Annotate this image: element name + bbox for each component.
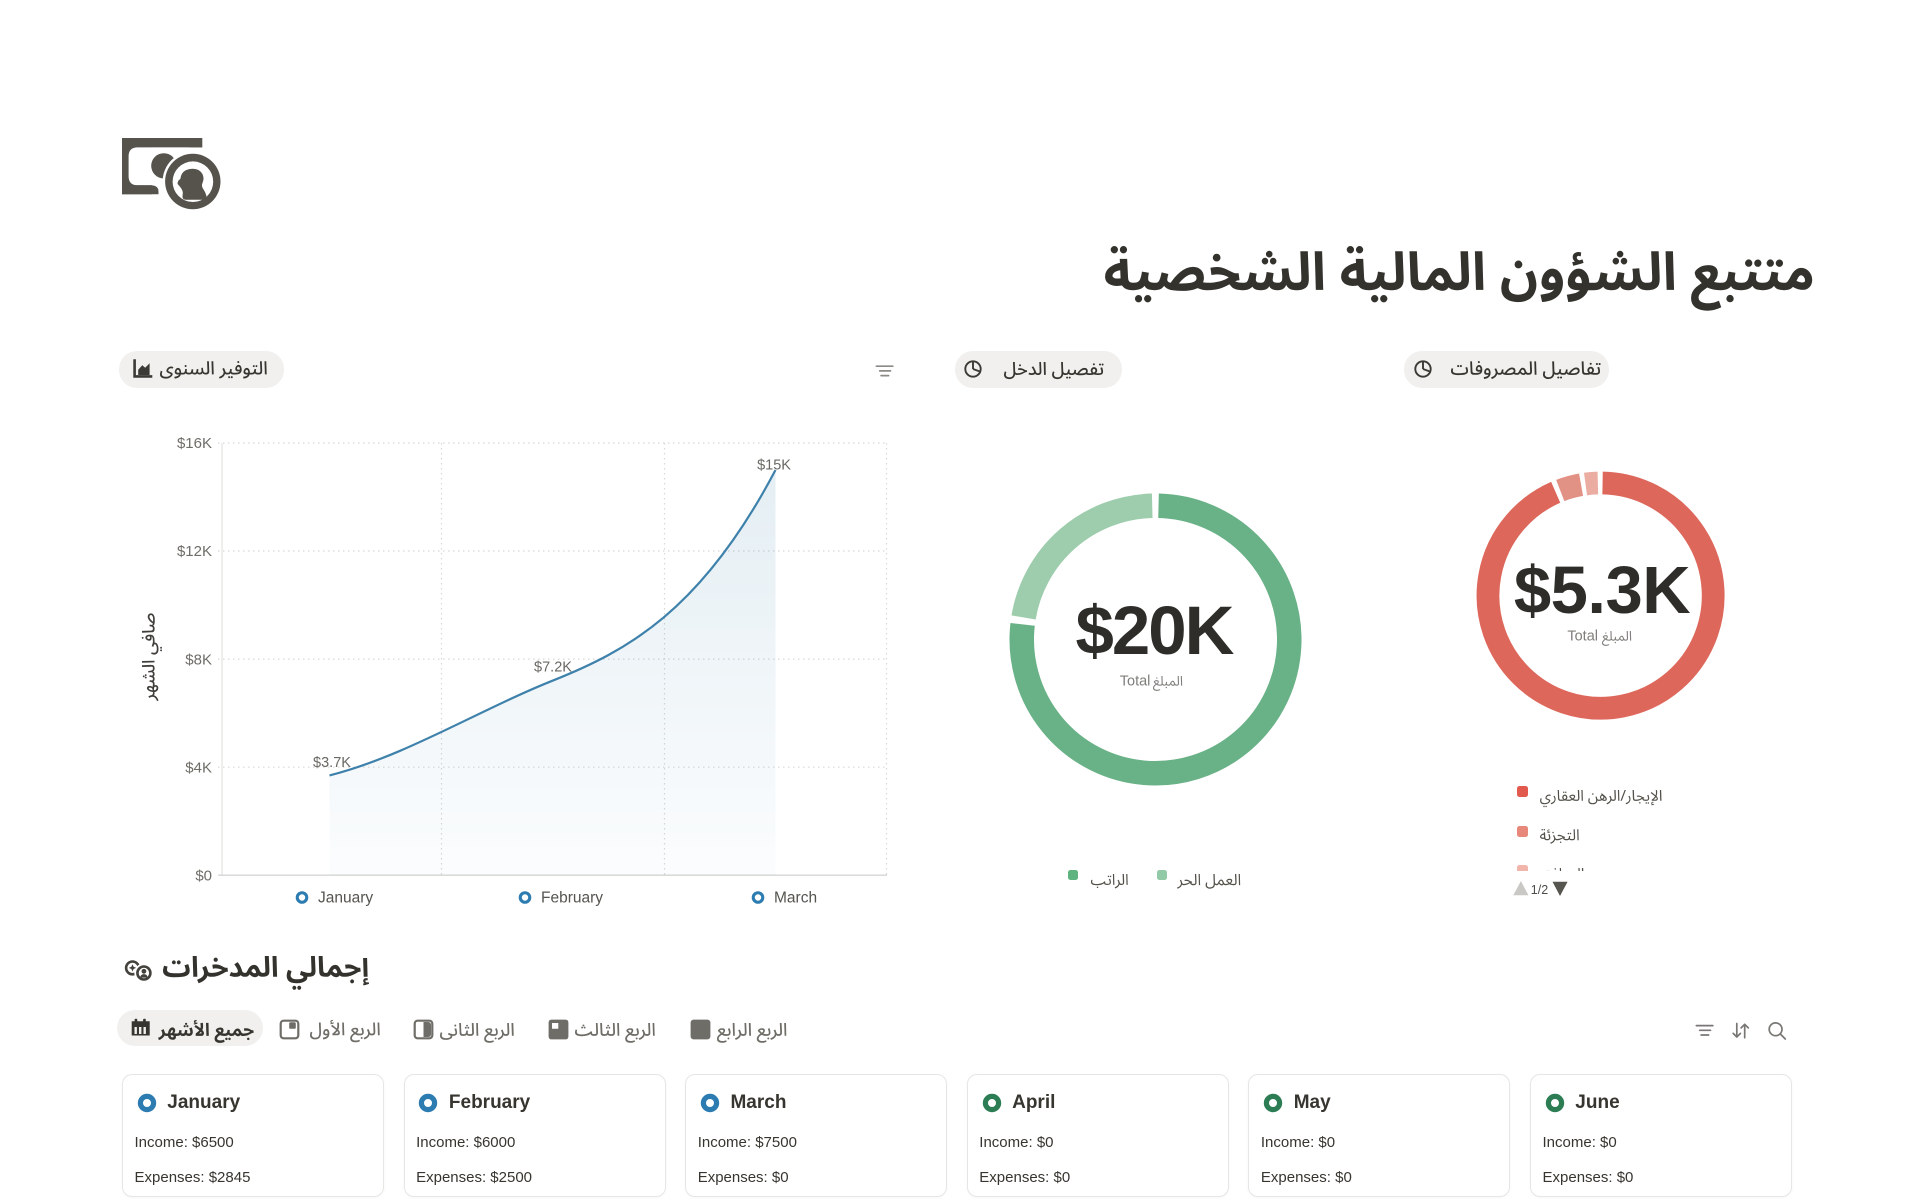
svg-text:$20K: $20K <box>1076 592 1235 669</box>
svg-text:Total: Total <box>1567 628 1598 644</box>
svg-text:$4K: $4K <box>185 759 212 776</box>
svg-text:$12K: $12K <box>177 543 212 560</box>
svg-text:February: February <box>541 889 603 906</box>
svg-text:1/2: 1/2 <box>1531 883 1548 897</box>
svg-text:$7.2K: $7.2K <box>534 660 572 676</box>
svg-text:$15K: $15K <box>757 458 791 474</box>
svg-text:$3.7K: $3.7K <box>313 755 351 771</box>
svg-text:Total: Total <box>1120 673 1151 689</box>
svg-text:$0: $0 <box>195 867 212 884</box>
svg-text:March: March <box>774 889 817 906</box>
svg-text:$5.3K: $5.3K <box>1514 553 1690 628</box>
svg-text:$8K: $8K <box>185 651 212 668</box>
svg-text:$16K: $16K <box>177 435 212 452</box>
svg-text:January: January <box>318 889 373 906</box>
